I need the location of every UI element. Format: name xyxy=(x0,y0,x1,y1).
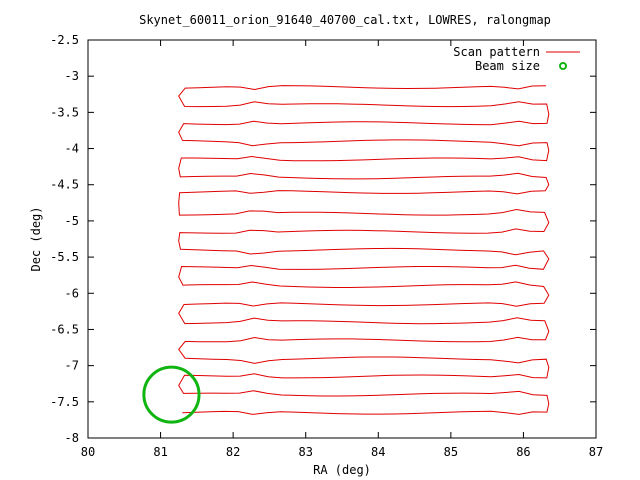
legend-entry-label: Scan pattern xyxy=(453,45,540,59)
scan-pattern-line xyxy=(178,85,550,415)
y-tick-label: -5 xyxy=(65,214,79,228)
x-tick-label: 82 xyxy=(226,445,240,459)
x-tick-label: 84 xyxy=(371,445,385,459)
x-tick-label: 83 xyxy=(298,445,312,459)
y-tick-label: -7.5 xyxy=(50,395,79,409)
chart-title: Skynet_60011_orion_91640_40700_cal.txt, … xyxy=(139,13,551,27)
y-tick-label: -3.5 xyxy=(50,105,79,119)
plot-frame xyxy=(87,39,597,439)
y-axis-label: Dec (deg) xyxy=(29,206,43,271)
x-tick-label: 85 xyxy=(444,445,458,459)
legend-entry-label: Beam size xyxy=(475,59,540,73)
x-axis: 80 81 82 83 84 85 86 87 xyxy=(81,40,603,459)
y-tick-label: -3 xyxy=(65,69,79,83)
y-tick-label: -4 xyxy=(65,142,79,156)
y-tick-label: -8 xyxy=(65,431,79,445)
y-tick-label: -7 xyxy=(65,359,79,373)
y-tick-label: -6 xyxy=(65,286,79,300)
x-tick-label: 87 xyxy=(589,445,603,459)
plot-area xyxy=(142,85,550,424)
y-tick-label: -4.5 xyxy=(50,178,79,192)
beam-size-circle xyxy=(142,365,201,424)
x-tick-label: 80 xyxy=(81,445,95,459)
x-axis-label: RA (deg) xyxy=(313,463,371,477)
y-tick-label: -2.5 xyxy=(50,33,79,47)
x-tick-label: 81 xyxy=(153,445,167,459)
y-tick-label: -6.5 xyxy=(50,322,79,336)
x-tick-label: 86 xyxy=(516,445,530,459)
y-tick-label: -5.5 xyxy=(50,250,79,264)
legend-beam-swatch xyxy=(559,62,567,70)
y-axis: -2.5 -3 -3.5 -4 -4.5 -5 -5.5 -6 -6.5 -7 -7.5 -8 xyxy=(50,33,596,445)
